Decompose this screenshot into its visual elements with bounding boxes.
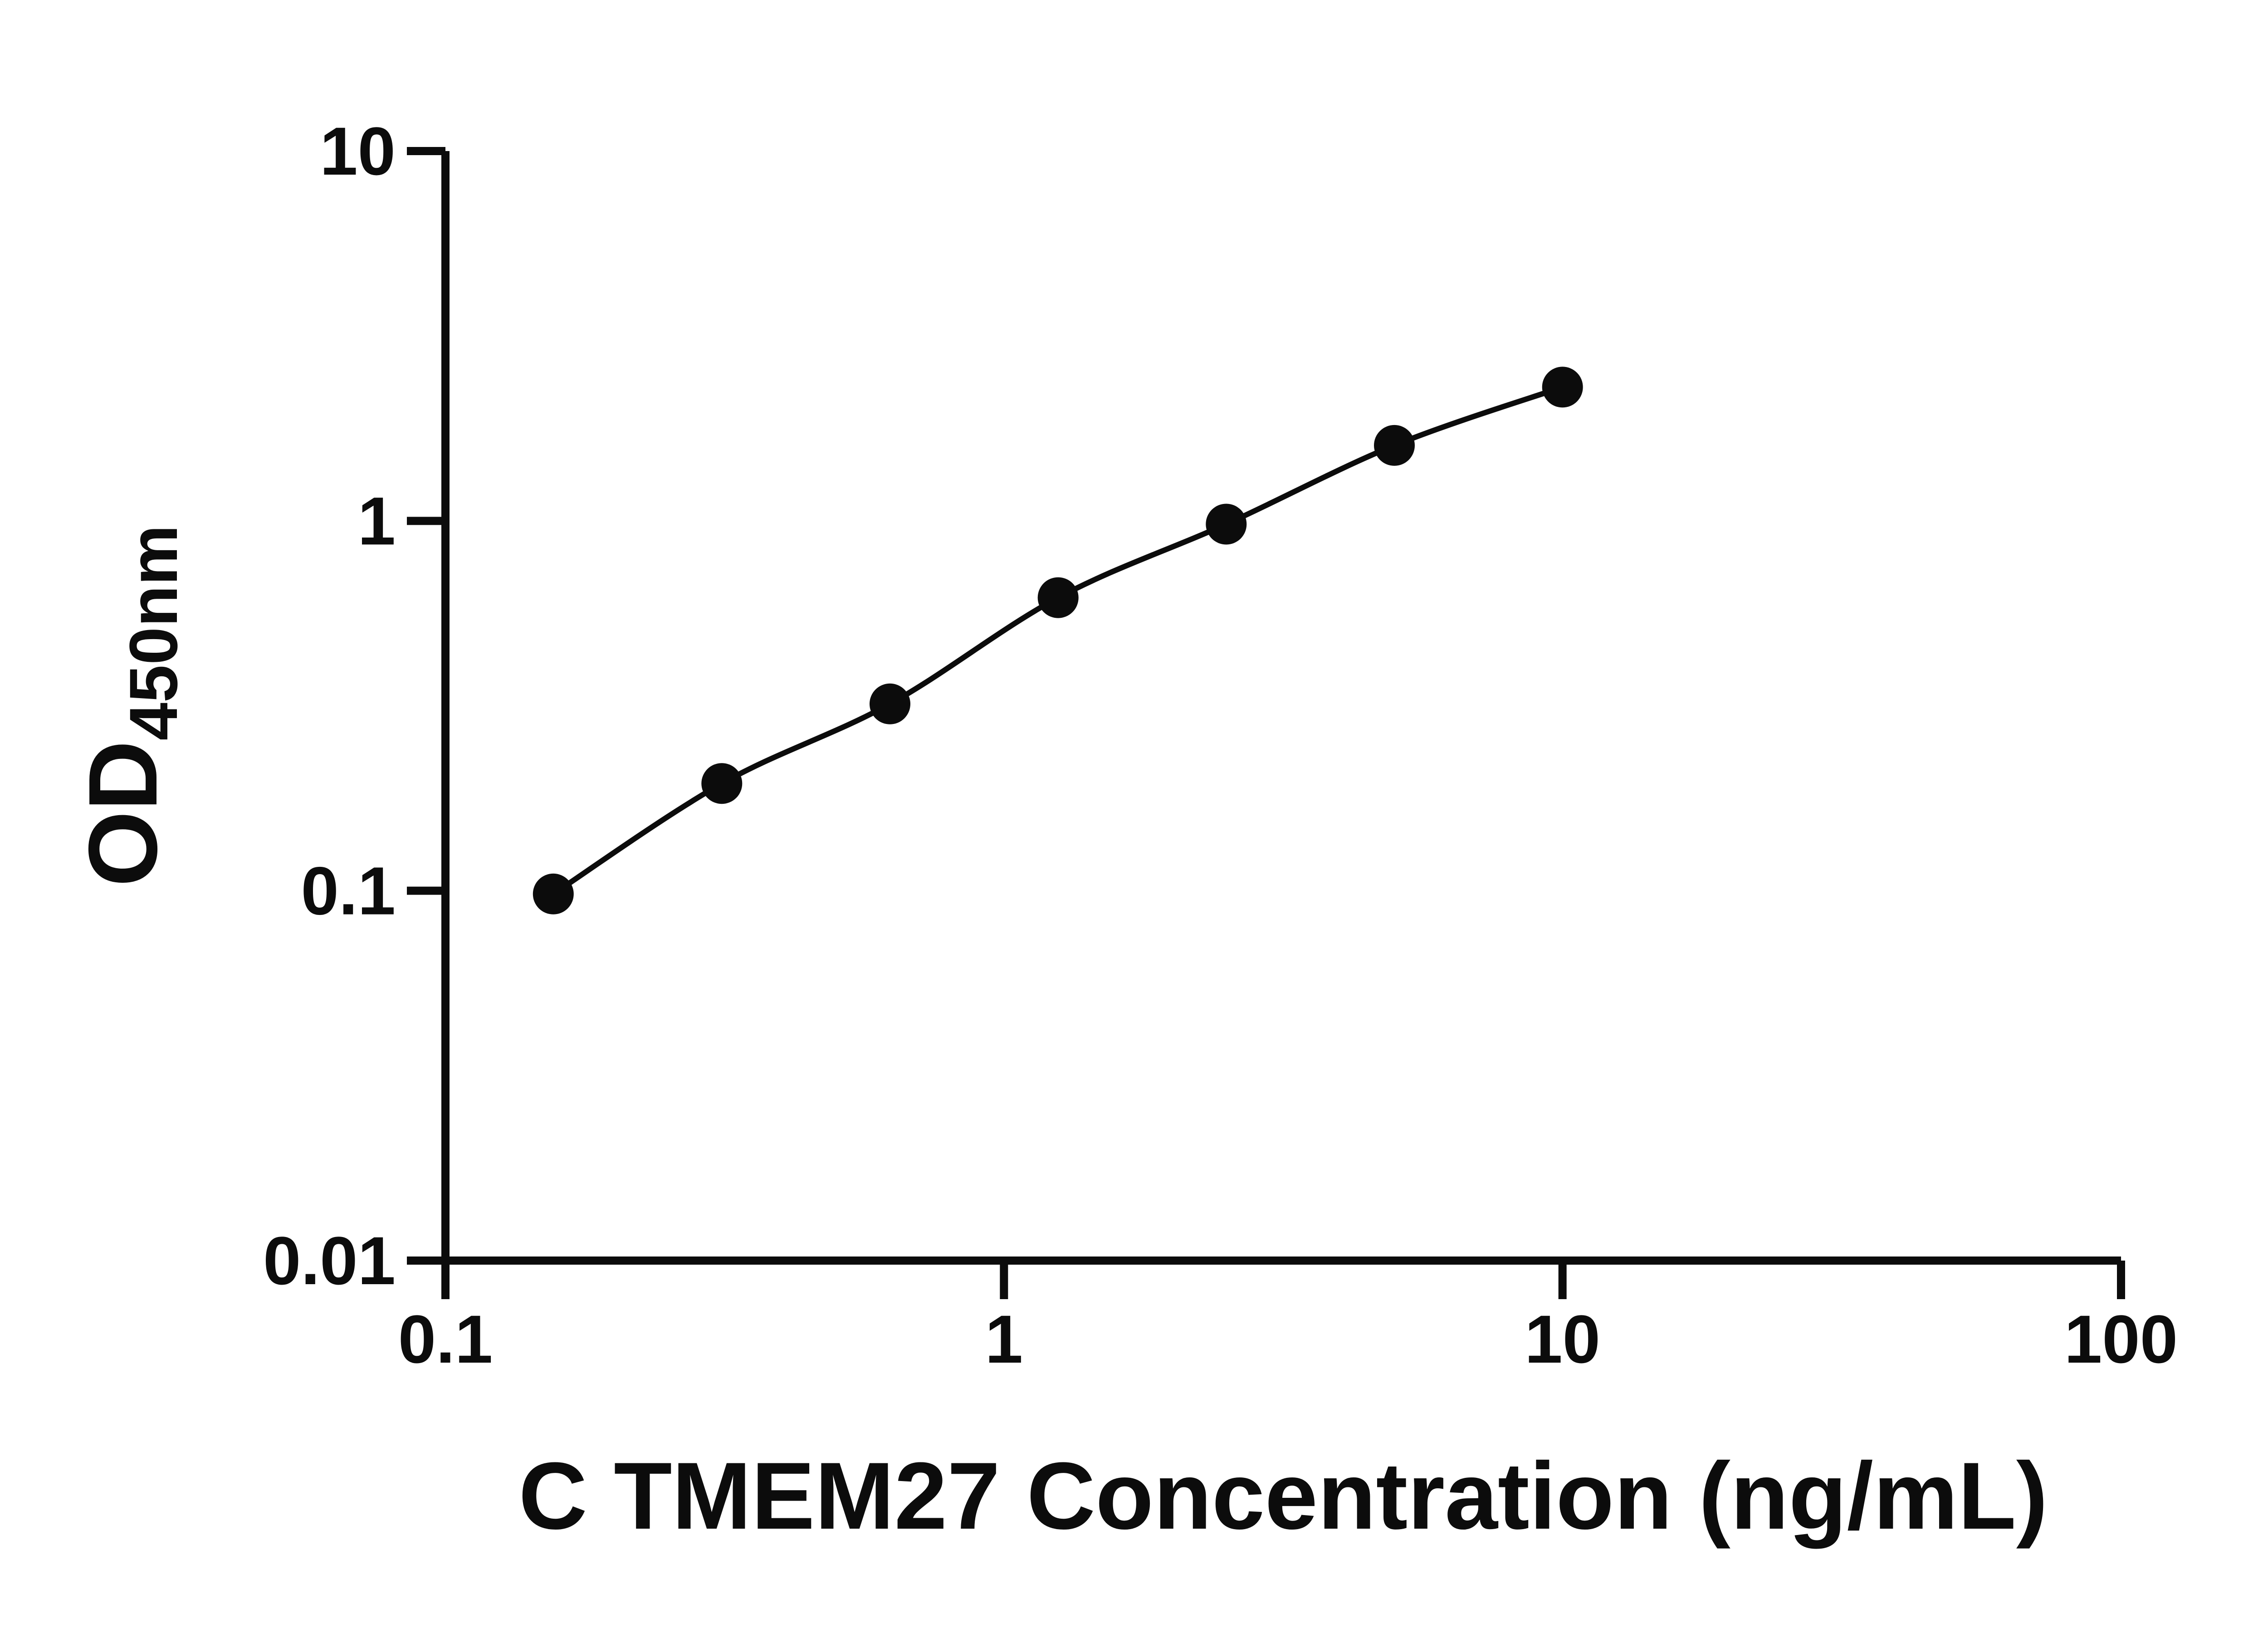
data-point-marker: [1206, 504, 1247, 545]
data-point-marker: [533, 873, 574, 914]
data-point-marker: [1037, 577, 1079, 618]
y-tick-label: 0.01: [263, 1222, 396, 1299]
y-tick-label: 1: [358, 483, 396, 559]
y-axis-title-main: OD: [68, 740, 177, 887]
x-tick-label: 10: [1525, 1301, 1600, 1377]
y-axis-title-subscript: 450nm: [115, 525, 191, 740]
x-axis-title: C TMEM27 Concentration (ng/mL): [518, 1442, 2048, 1549]
y-tick-label: 10: [320, 113, 396, 189]
y-tick-label: 0.1: [301, 853, 396, 929]
x-tick-label: 1: [985, 1301, 1023, 1377]
data-point-marker: [1374, 425, 1415, 466]
x-tick-label: 100: [2064, 1301, 2178, 1377]
x-tick-label: 0.1: [398, 1301, 493, 1377]
data-point-marker: [870, 683, 910, 724]
standard-curve-line: [552, 384, 1564, 896]
data-point-marker: [701, 763, 743, 804]
data-point-marker: [1542, 367, 1583, 408]
axis-spines: [441, 151, 2121, 1265]
y-axis-title: OD450nm: [68, 525, 191, 887]
